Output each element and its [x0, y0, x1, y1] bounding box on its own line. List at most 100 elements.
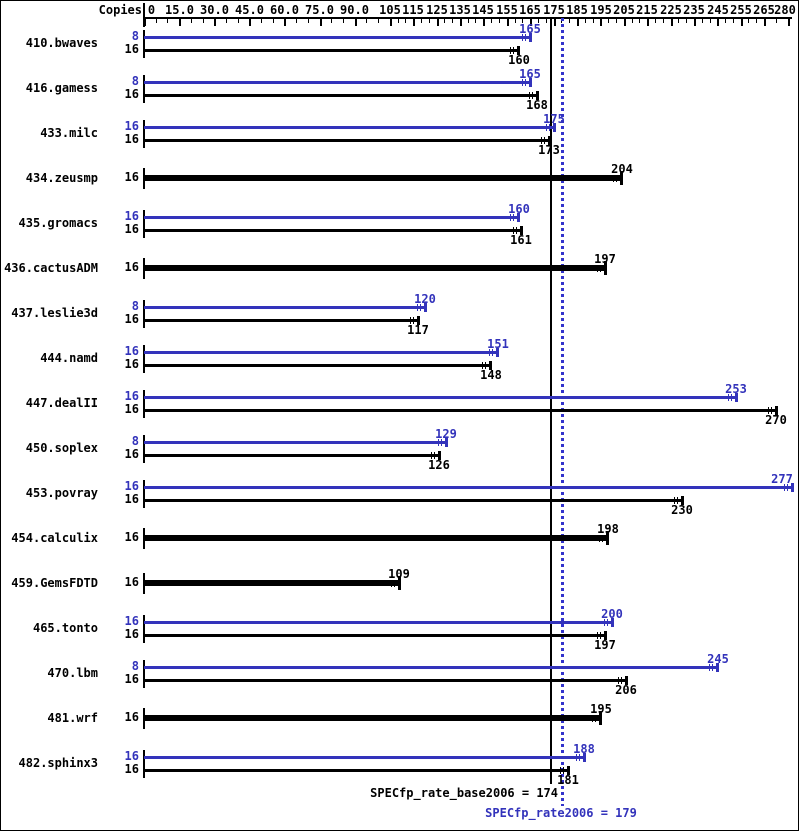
run-mark-tick	[602, 535, 603, 542]
benchmark-label: 447.dealII	[25, 396, 98, 410]
copies-value: 16	[124, 170, 139, 184]
axis-major-tick	[694, 19, 696, 26]
base-bar	[144, 679, 626, 682]
run-mark-tick	[544, 137, 545, 144]
peak-value-label: 175	[543, 112, 565, 126]
axis-tick-label: 175	[543, 3, 565, 17]
bar-end-cap	[599, 711, 602, 725]
axis-major-tick	[483, 19, 485, 26]
axis-major-tick	[741, 19, 743, 26]
axis-minor-tick	[639, 19, 640, 23]
run-mark-tick	[431, 452, 432, 459]
bar-end-cap	[606, 531, 609, 545]
bar-end-cap	[604, 631, 607, 640]
peak-summary-label: SPECfp_rate2006 = 179	[485, 806, 637, 820]
axis-major-tick	[624, 19, 626, 26]
bar-end-cap	[775, 406, 778, 415]
run-mark-tick	[510, 47, 511, 54]
copies-value: 16	[124, 209, 139, 223]
base-bar	[144, 580, 399, 586]
base-bar	[144, 175, 621, 181]
bar-end-cap	[398, 576, 401, 590]
run-mark-tick	[731, 394, 732, 401]
peak-value-label: 200	[601, 607, 623, 621]
peak-bar	[144, 306, 425, 309]
axis-tick-label: 45.0	[235, 3, 264, 17]
peak-value-label: 165	[519, 67, 541, 81]
run-mark-tick	[597, 265, 598, 272]
base-bar	[144, 634, 605, 637]
copies-value: 16	[124, 492, 139, 506]
run-mark-tick	[525, 79, 526, 86]
base-bar	[144, 229, 521, 232]
base-bar	[144, 364, 490, 367]
axis-minor-tick	[296, 19, 297, 23]
run-mark-tick	[604, 619, 605, 626]
benchmark-label: 433.milc	[40, 126, 98, 140]
axis-minor-tick	[308, 19, 309, 23]
run-mark-tick	[391, 580, 392, 587]
copies-value: 16	[124, 312, 139, 326]
axis-minor-tick	[702, 19, 703, 23]
bar-end-cap	[489, 361, 492, 370]
run-mark-tick	[482, 362, 483, 369]
run-mark-tick	[599, 535, 600, 542]
axis-minor-tick	[226, 19, 227, 23]
axis-tick-label: 215	[636, 3, 658, 17]
axis-minor-tick	[421, 19, 422, 23]
axis-tick-label: 135	[449, 3, 471, 17]
run-mark-tick	[522, 79, 523, 86]
axis-minor-tick	[710, 19, 711, 23]
axis-minor-tick	[203, 19, 204, 23]
peak-value-label: 277	[771, 472, 793, 486]
run-mark-tick	[513, 227, 514, 234]
run-mark-tick	[420, 304, 421, 311]
bar-end-cap	[620, 171, 623, 185]
run-mark-tick	[712, 664, 713, 671]
copies-value: 8	[131, 659, 139, 673]
bar-end-cap	[735, 393, 738, 402]
peak-reference-line	[561, 18, 564, 806]
benchmark-label: 444.namd	[40, 351, 98, 365]
run-mark-tick	[595, 715, 596, 722]
base-bar	[144, 49, 518, 52]
axis-major-tick	[507, 19, 509, 26]
run-mark-tick	[434, 452, 435, 459]
copies-value: 16	[124, 479, 139, 493]
benchmark-label: 454.calculix	[11, 531, 98, 545]
copies-value: 16	[124, 672, 139, 686]
run-mark-tick	[413, 317, 414, 324]
axis-major-tick	[437, 19, 439, 26]
copies-value: 16	[124, 530, 139, 544]
group-axis-segment	[143, 615, 145, 643]
run-mark-tick	[621, 677, 622, 684]
benchmark-label: 436.cactusADM	[4, 261, 98, 275]
axis-tick-label: 185	[566, 3, 588, 17]
run-mark-tick	[485, 362, 486, 369]
axis-minor-tick	[776, 19, 777, 23]
peak-value-label: 188	[573, 742, 595, 756]
peak-bar	[144, 486, 792, 489]
axis-major-tick	[214, 19, 216, 26]
peak-bar	[144, 441, 446, 444]
axis-minor-tick	[444, 19, 445, 23]
copies-value: 8	[131, 434, 139, 448]
bar-end-cap	[611, 618, 614, 627]
axis-tick-label: 245	[707, 3, 729, 17]
bar-end-cap	[604, 261, 607, 275]
run-mark-tick	[563, 767, 564, 774]
axis-header-separator	[143, 3, 145, 27]
run-mark-tick	[771, 407, 772, 414]
axis-tick-label: 155	[496, 3, 518, 17]
axis-major-tick	[671, 19, 673, 26]
base-value-label: 197	[594, 638, 616, 652]
base-bar	[144, 535, 607, 541]
benchmark-label: 465.tonto	[32, 621, 98, 635]
axis-minor-tick	[632, 19, 633, 23]
run-mark-tick	[513, 214, 514, 221]
run-mark-tick	[489, 349, 490, 356]
axis-major-tick	[764, 19, 766, 26]
copies-value: 16	[124, 627, 139, 641]
axis-tick-label: 225	[660, 3, 682, 17]
